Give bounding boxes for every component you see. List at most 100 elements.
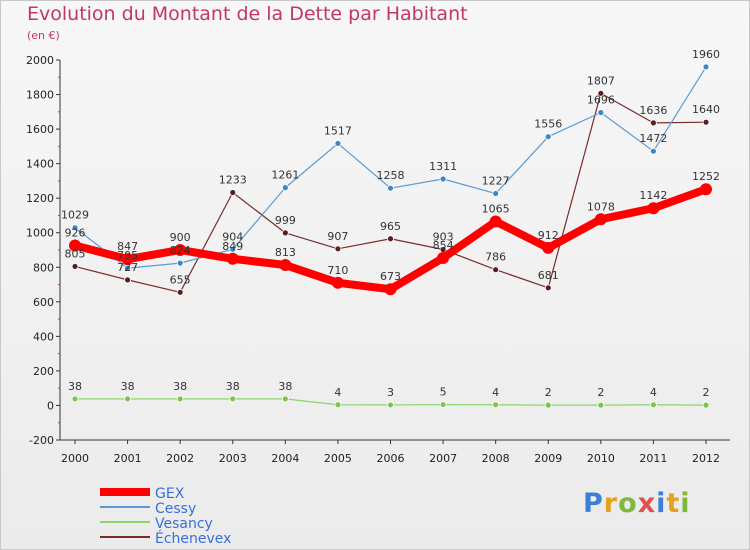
data-label: 727 xyxy=(117,261,138,274)
data-label: 805 xyxy=(65,247,86,260)
y-tick-label: 800 xyxy=(33,261,54,274)
data-label: 965 xyxy=(380,220,401,233)
data-point xyxy=(281,184,289,192)
data-label: 912 xyxy=(538,229,559,242)
y-tick-label: 2000 xyxy=(26,54,54,67)
series-gex xyxy=(69,183,712,296)
data-point xyxy=(439,175,447,183)
legend-item: Échenevex xyxy=(100,530,231,547)
y-tick-label: 1000 xyxy=(26,227,54,240)
legend-label: Vesancy xyxy=(155,516,213,532)
data-label: 673 xyxy=(380,270,401,283)
data-point xyxy=(176,395,184,403)
data-point xyxy=(650,147,657,155)
data-label: 1029 xyxy=(61,209,89,222)
data-point xyxy=(279,259,292,272)
data-labels-layer: 805 727 655 1233 999 907 965 903 786 681 1807 1636 1… xyxy=(61,48,720,399)
data-point xyxy=(124,276,131,284)
data-label: 38 xyxy=(121,380,135,393)
x-tick-label: 2010 xyxy=(587,452,615,465)
data-label: 4 xyxy=(650,386,657,399)
y-tick-label: 0 xyxy=(47,399,54,412)
data-label: 681 xyxy=(538,269,559,282)
data-point xyxy=(334,245,342,253)
data-label: 1960 xyxy=(692,48,720,61)
data-label: 1636 xyxy=(639,104,667,117)
series-layer xyxy=(69,63,712,409)
data-point xyxy=(281,229,289,237)
data-label: 1311 xyxy=(429,160,457,173)
x-tick-label: 2002 xyxy=(166,452,194,465)
data-label: 786 xyxy=(485,251,506,264)
y-tick-label: 1800 xyxy=(26,89,54,102)
x-tick-label: 2000 xyxy=(61,452,89,465)
data-label: 38 xyxy=(68,380,82,393)
data-point xyxy=(492,190,500,197)
x-tick-label: 2001 xyxy=(114,452,142,465)
x-tick-label: 2008 xyxy=(482,452,510,465)
legend-label: Cessy xyxy=(155,501,196,517)
series-cessy xyxy=(71,63,710,272)
data-label: 1065 xyxy=(482,203,510,216)
data-point xyxy=(597,89,605,97)
data-label: 847 xyxy=(117,240,138,253)
data-label: 38 xyxy=(173,380,187,393)
axes: -200 0 200 400 600 800 1000 1200 1400 1600 1800 200… xyxy=(26,54,730,465)
data-point xyxy=(281,395,289,403)
data-label: 854 xyxy=(433,239,454,252)
data-point xyxy=(597,109,605,116)
data-point xyxy=(387,184,394,192)
data-point xyxy=(384,283,397,296)
data-label: 1233 xyxy=(219,173,247,186)
data-label: 849 xyxy=(222,240,243,253)
data-point xyxy=(702,118,710,126)
x-tick-label: 2012 xyxy=(692,452,720,465)
chart-subtitle: (en €) xyxy=(27,29,60,42)
data-point xyxy=(387,235,394,243)
proxiti-logo: Proxiti xyxy=(583,488,691,519)
data-point xyxy=(544,284,552,292)
data-label: 926 xyxy=(65,227,86,240)
data-point xyxy=(334,140,342,147)
data-label: 2 xyxy=(597,386,604,399)
legend-item: Cessy xyxy=(100,501,196,517)
data-point xyxy=(702,401,710,409)
data-label: 1142 xyxy=(639,189,667,202)
legend-label: Échenevex xyxy=(155,530,231,547)
y-tick-label: 200 xyxy=(33,365,54,378)
data-label: 1807 xyxy=(587,74,615,87)
data-label: 813 xyxy=(275,246,296,259)
data-point xyxy=(702,63,710,71)
data-point xyxy=(489,215,502,228)
data-label: 2 xyxy=(703,386,710,399)
data-point xyxy=(69,239,81,252)
data-label: 38 xyxy=(226,380,240,393)
data-point xyxy=(594,213,607,226)
data-point xyxy=(226,252,239,265)
data-point xyxy=(176,288,184,296)
data-point xyxy=(121,253,134,266)
data-point xyxy=(492,401,500,409)
data-point xyxy=(437,251,450,264)
data-label: 3 xyxy=(387,386,394,399)
data-point xyxy=(334,401,342,409)
y-tick-label: 1600 xyxy=(26,123,54,136)
x-tick-label: 2003 xyxy=(219,452,247,465)
data-point xyxy=(229,245,237,253)
data-point xyxy=(71,263,79,270)
data-point xyxy=(71,224,79,232)
data-label: 903 xyxy=(433,230,454,243)
data-label: 5 xyxy=(440,386,447,399)
data-point xyxy=(647,202,660,215)
x-tick-label: 2006 xyxy=(377,452,405,465)
legend-item: Vesancy xyxy=(100,516,213,532)
series-line xyxy=(74,92,707,293)
data-point xyxy=(544,133,552,141)
data-point xyxy=(229,189,237,196)
legend-label: GEX xyxy=(155,486,185,502)
series-vesancy xyxy=(71,395,710,409)
x-tick-label: 2007 xyxy=(429,452,457,465)
